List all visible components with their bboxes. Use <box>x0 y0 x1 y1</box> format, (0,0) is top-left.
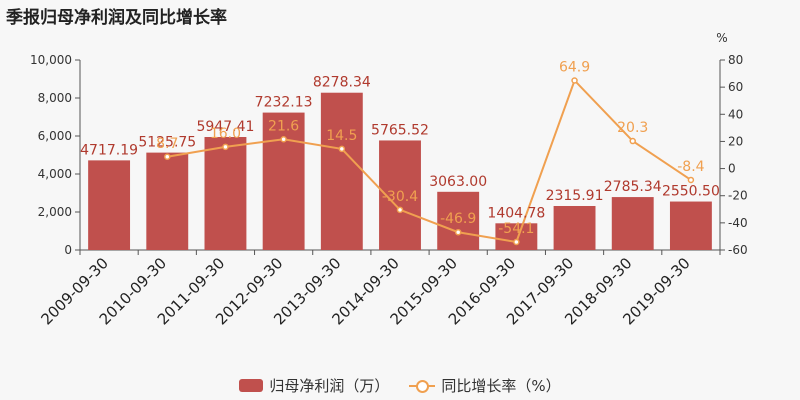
left-axis-tick-label: 0 <box>64 243 72 257</box>
line-point <box>338 145 346 153</box>
right-axis-unit: % <box>716 31 727 45</box>
line-point <box>222 143 229 151</box>
bar <box>320 92 363 250</box>
left-axis-tick-label: 10,000 <box>30 53 72 67</box>
line-data-label: -30.4 <box>382 189 418 205</box>
bar-data-label: 4717.19 <box>80 142 138 158</box>
line-data-label: 8.7 <box>156 136 178 152</box>
line-data-label: -46.9 <box>440 211 476 227</box>
line-point <box>396 206 404 214</box>
line-point <box>454 228 462 236</box>
right-axis-tick-label: -40 <box>728 216 748 230</box>
line-point <box>513 238 520 246</box>
bar <box>262 112 305 250</box>
bar-data-label: 2785.34 <box>604 179 662 195</box>
line-data-label: 64.9 <box>559 59 590 75</box>
line-point <box>280 136 287 143</box>
line-point <box>164 153 171 161</box>
left-axis-tick-label: 6,000 <box>38 129 72 143</box>
line-data-label: 20.3 <box>617 120 648 136</box>
bar <box>669 201 712 250</box>
bar-data-label: 7232.13 <box>255 95 313 111</box>
line-data-label: 14.5 <box>326 128 357 144</box>
bar-data-label: 5947.41 <box>197 119 255 135</box>
legend-label-profit: 归母净利润（万） <box>269 377 390 395</box>
chart-legend: 归母净利润（万） 同比增长率（%） <box>0 375 800 396</box>
legend-item-growth[interactable]: 同比增长率（%） <box>409 375 561 396</box>
bar-data-label: 2550.50 <box>662 184 720 200</box>
bar-data-label: 3063.00 <box>429 174 487 190</box>
chart-title: 季报归母净利润及同比增长率 <box>6 8 227 28</box>
bar <box>553 205 596 250</box>
left-axis-tick-label: 4,000 <box>38 167 72 181</box>
right-axis-tick-label: 80 <box>728 53 743 67</box>
right-axis-tick-label: -60 <box>728 243 748 257</box>
line-point <box>629 137 636 145</box>
left-axis-tick-label: 2,000 <box>38 205 72 219</box>
bar <box>146 152 189 250</box>
legend-item-profit[interactable]: 归母净利润（万） <box>239 375 389 396</box>
growth-line <box>167 78 692 244</box>
legend-label-growth: 同比增长率（%） <box>441 377 561 395</box>
left-axis-tick-label: 8,000 <box>38 91 72 105</box>
bar-data-label: 1404.78 <box>487 205 545 221</box>
legend-line-swatch <box>409 379 436 393</box>
right-axis-tick-label: 60 <box>728 80 743 94</box>
line-data-label: 16.0 <box>210 126 241 142</box>
bar <box>204 136 247 250</box>
line-data-label: -54.1 <box>498 221 534 237</box>
right-axis-tick-label: 0 <box>728 162 736 176</box>
bar-data-label: 5125.75 <box>138 135 196 151</box>
right-axis-tick-label: 20 <box>728 134 743 148</box>
bar-data-label: 8278.34 <box>313 75 371 91</box>
bar <box>495 223 538 250</box>
bar-data-label: 5765.52 <box>371 122 429 138</box>
line-data-label: 21.6 <box>268 118 299 134</box>
right-axis-tick-label: 40 <box>728 107 743 121</box>
right-axis-tick-label: -20 <box>728 189 748 203</box>
bar-data-label: 2315.91 <box>546 188 604 204</box>
line-point <box>571 77 578 84</box>
line-data-label: -8.4 <box>677 159 704 175</box>
bar <box>437 191 480 250</box>
line-point <box>687 176 695 184</box>
bar <box>88 160 131 250</box>
bar <box>611 197 654 250</box>
legend-bar-swatch <box>239 379 264 392</box>
